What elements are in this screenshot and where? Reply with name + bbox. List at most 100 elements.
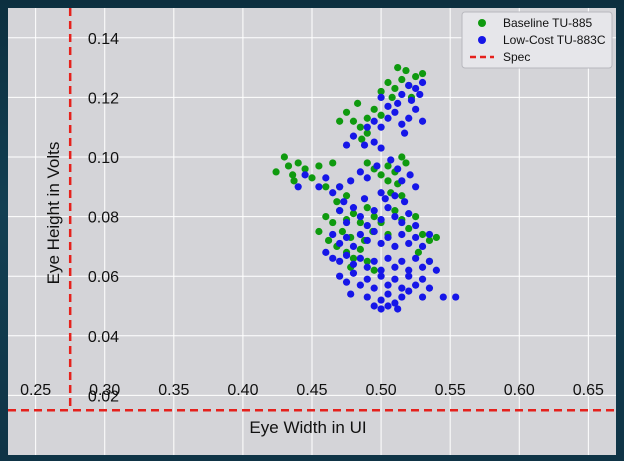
baseline-point xyxy=(384,177,392,185)
lowcost-point xyxy=(412,84,420,93)
x-tick-label: 0.45 xyxy=(296,382,327,399)
x-tick-label: 0.25 xyxy=(20,382,51,399)
lowcost-point xyxy=(425,284,434,292)
lowcost-point xyxy=(363,174,371,182)
baseline-point xyxy=(391,84,399,93)
lowcost-point xyxy=(342,141,351,149)
lowcost-point xyxy=(384,290,392,298)
baseline-point xyxy=(370,266,378,274)
lowcost-point xyxy=(398,293,406,301)
y-tick-label: 0.10 xyxy=(88,150,119,167)
baseline-point xyxy=(329,159,337,167)
lowcost-point xyxy=(329,254,337,262)
baseline-point xyxy=(356,245,364,253)
legend-marker-lowcost xyxy=(478,36,486,44)
lowcost-point xyxy=(360,141,369,149)
lowcost-point xyxy=(384,102,392,110)
lowcost-point xyxy=(349,242,358,250)
lowcost-point xyxy=(418,263,427,271)
lowcost-point xyxy=(407,96,416,104)
y-tick-label: 0.02 xyxy=(88,388,119,405)
baseline-point xyxy=(333,198,341,206)
lowcost-point xyxy=(340,198,348,206)
y-tick-label: 0.14 xyxy=(88,31,119,48)
lowcost-point xyxy=(391,263,399,271)
baseline-point xyxy=(315,162,323,170)
x-axis-label: Eye Width in UI xyxy=(249,418,366,437)
lowcost-point xyxy=(384,233,392,242)
lowcost-point xyxy=(363,236,371,245)
lowcost-point xyxy=(377,296,385,304)
lowcost-point xyxy=(356,168,364,176)
lowcost-point xyxy=(405,210,413,218)
baseline-point xyxy=(414,248,422,256)
lowcost-point xyxy=(377,272,385,280)
baseline-point xyxy=(402,159,410,167)
lowcost-point xyxy=(398,284,406,292)
lowcost-point xyxy=(377,144,385,152)
lowcost-point xyxy=(370,227,378,236)
baseline-point xyxy=(322,183,330,191)
baseline-point xyxy=(412,213,420,221)
tick-labels: 0.25 0.30 0.35 0.40 0.45 0.50 0.55 0.60 0.65 0.02… xyxy=(20,31,604,406)
lowcost-point xyxy=(373,162,381,170)
lowcost-point xyxy=(342,251,351,259)
lowcost-point xyxy=(391,299,399,307)
baseline-point xyxy=(377,171,385,179)
lowcost-point xyxy=(356,254,364,262)
lowcost-point xyxy=(439,293,447,301)
baseline-point xyxy=(322,213,330,221)
lowcost-point xyxy=(363,275,371,283)
lowcost-point xyxy=(363,263,371,271)
lowcost-point xyxy=(418,117,427,125)
baseline-point xyxy=(398,153,406,161)
legend-label-spec: Spec xyxy=(503,50,530,64)
lowcost-point xyxy=(363,293,371,301)
legend-marker-baseline xyxy=(478,19,486,27)
baseline-point xyxy=(336,117,344,125)
y-axis-label: Eye Height in Volts xyxy=(44,142,63,285)
lowcost-point xyxy=(370,207,378,215)
lowcost-point xyxy=(336,272,344,280)
lowcost-point xyxy=(336,183,344,191)
baseline-point xyxy=(363,257,371,265)
lowcost-point xyxy=(452,293,460,301)
lowcost-point xyxy=(391,275,399,283)
x-tick-label: 0.65 xyxy=(573,382,604,399)
baseline-point xyxy=(356,123,364,131)
baseline-point xyxy=(370,213,378,221)
lowcost-point xyxy=(405,239,413,248)
baseline-point xyxy=(342,192,351,200)
baseline-point xyxy=(354,99,362,107)
lowcost-point xyxy=(377,215,385,224)
lowcost-point xyxy=(342,278,351,286)
lowcost-point xyxy=(356,213,364,221)
lowcost-point xyxy=(398,218,406,227)
baseline-point xyxy=(308,174,316,182)
lowcost-point xyxy=(384,204,392,212)
lowcost-point xyxy=(400,198,409,206)
lowcost-point xyxy=(416,90,424,99)
lowcost-point xyxy=(398,230,406,239)
legend-box xyxy=(461,11,613,69)
baseline-point xyxy=(384,78,392,87)
baseline-point xyxy=(301,165,309,173)
x-tick-label: 0.30 xyxy=(89,382,120,399)
baseline-point xyxy=(418,230,427,239)
lowcost-point xyxy=(349,204,358,212)
y-tick-label: 0.04 xyxy=(88,329,119,346)
baseline-point xyxy=(388,93,396,101)
baseline-point xyxy=(349,254,358,262)
x-tick-label: 0.40 xyxy=(227,382,258,399)
lowcost-point xyxy=(412,221,420,230)
lowcost-point xyxy=(377,189,385,197)
x-tick-label: 0.35 xyxy=(158,382,189,399)
legend: Baseline TU-885 Low-Cost TU-883C Spec xyxy=(461,11,613,69)
baseline-point xyxy=(315,227,323,236)
lowcost-point xyxy=(405,81,413,90)
lowcost-point xyxy=(394,165,402,173)
baseline-point xyxy=(391,207,399,215)
lowcost-point xyxy=(347,177,355,185)
baseline-point xyxy=(356,218,364,227)
lowcost-point xyxy=(315,183,323,191)
